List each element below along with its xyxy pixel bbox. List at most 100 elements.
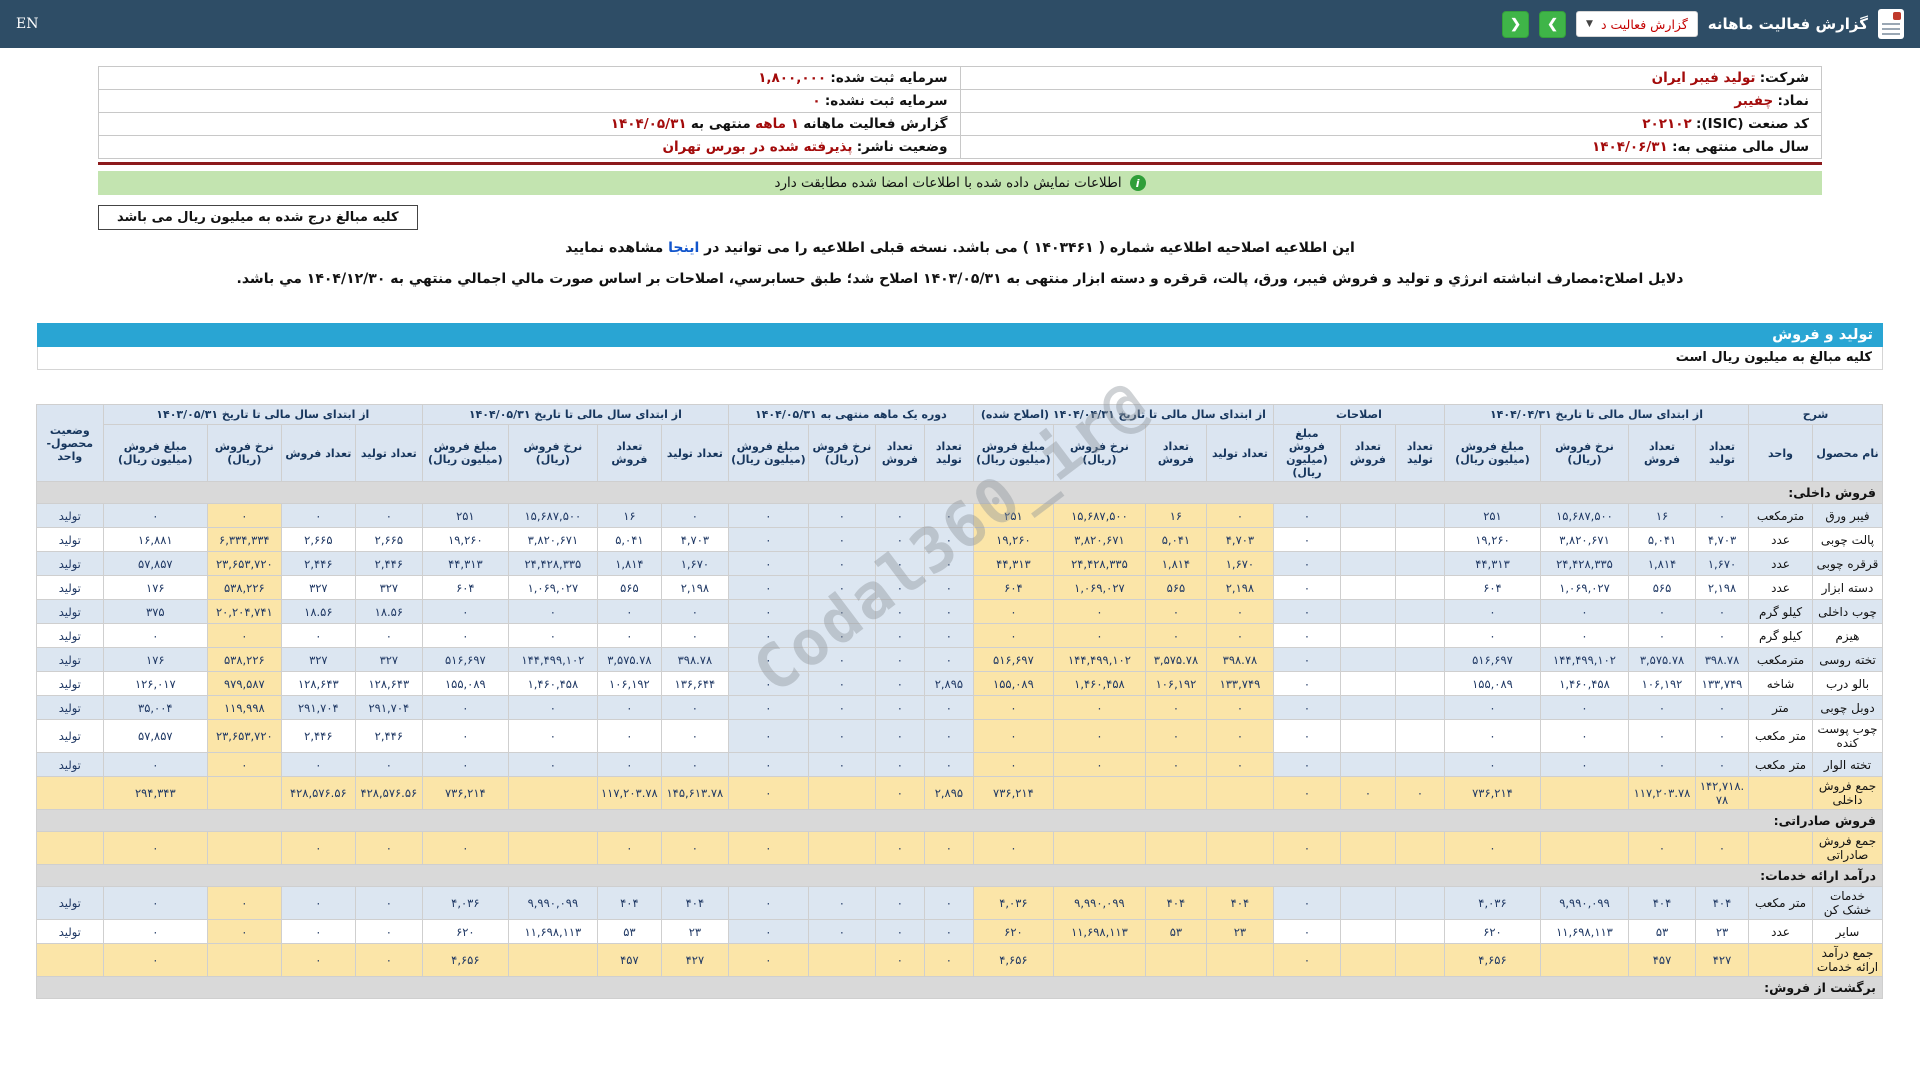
value-cell: ۰ xyxy=(206,503,282,528)
value-cell: ۰ xyxy=(1052,752,1146,777)
value-cell: ۰ xyxy=(923,919,974,944)
value-cell xyxy=(507,831,598,865)
sub-header: تعداد تولید xyxy=(1394,424,1445,482)
value-cell: ۲,۸۹۵ xyxy=(923,671,974,696)
product-row: چوب داخلی کیلو گرم ۰ ۰ ۰ ۰ ۰ ۰ ۰ ۰ ۰ ۰ ۰ ۰ ۰ ۰ ۰ ۰ ۰ ۱۸.۵۶ ۱… xyxy=(35,599,1883,624)
value-cell: ۰ xyxy=(1695,752,1749,777)
isic-label: کد صنعت (ISIC): xyxy=(1696,116,1809,132)
value-cell: ۱۲۸,۶۴۳ xyxy=(354,671,423,696)
value-cell: ۰ xyxy=(1272,671,1341,696)
value-cell: ۵۳۸,۲۲۶ xyxy=(206,575,282,600)
previous-version-link[interactable]: اینجا xyxy=(668,240,700,256)
section-row: برگشت از فروش: xyxy=(35,976,1884,999)
value-cell xyxy=(1144,831,1207,865)
value-cell: ۰ xyxy=(1443,719,1542,753)
value-cell: ۰ xyxy=(727,776,809,810)
value-cell: ۳۵,۰۰۴ xyxy=(102,695,208,720)
product-name-cell: هیزم xyxy=(1812,623,1883,648)
unit-cell: مترمکعب xyxy=(1748,647,1813,672)
value-cell: ۰ xyxy=(1272,919,1341,944)
value-cell: ۰ xyxy=(807,503,876,528)
value-cell: ۰ xyxy=(1272,886,1341,920)
value-cell: ۰ xyxy=(923,752,974,777)
value-cell xyxy=(1205,943,1274,977)
million-note-box: کلیه مبالغ درج شده به میلیون ریال می باش… xyxy=(98,205,418,230)
value-cell: ۲,۱۹۸ xyxy=(1695,575,1749,600)
sub-header: تعداد فروش xyxy=(1628,424,1696,482)
sub-header: مبلغ فروش (میلیون ریال) xyxy=(1443,424,1542,482)
value-cell: ۰ xyxy=(660,503,729,528)
value-cell: ۴,۷۰۳ xyxy=(660,527,729,552)
value-cell: ۰ xyxy=(874,503,925,528)
value-cell xyxy=(1205,831,1274,865)
unit-cell xyxy=(1748,943,1813,977)
prev-report-button[interactable]: ❮ xyxy=(1502,10,1530,38)
value-cell: ۱۵,۶۸۷,۵۰۰ xyxy=(1540,503,1629,528)
value-cell: ۱۹,۲۶۰ xyxy=(421,527,509,552)
value-cell: ۰ xyxy=(1144,623,1207,648)
value-cell xyxy=(1339,623,1396,648)
product-name-cell: سایر xyxy=(1812,919,1883,944)
value-cell: ۰ xyxy=(102,919,208,944)
value-cell xyxy=(206,776,282,810)
product-row: سایر عدد ۲۳ ۵۳ ۱۱,۶۹۸,۱۱۳ ۶۲۰ ۰ ۲۳ ۵۳ ۱۱,۶۹۸,۱۱۳ ۶… xyxy=(35,919,1883,944)
value-cell: ۳,۸۲۰,۶۷۱ xyxy=(1540,527,1629,552)
section-label: درآمد ارائه خدمات: xyxy=(35,864,1884,887)
value-cell: ۰ xyxy=(354,919,423,944)
value-cell: ۳۹۸.۷۸ xyxy=(1695,647,1749,672)
value-cell: ۳۷۵ xyxy=(102,599,208,624)
value-cell: ۱۶ xyxy=(1144,503,1207,528)
isic-cell: کد صنعت (ISIC): ۲۰۲۱۰۲ xyxy=(959,112,1822,136)
report-type-dropdown[interactable]: گزارش فعالیت د ▼ xyxy=(1576,11,1698,37)
value-cell: ۰ xyxy=(1695,831,1749,865)
value-cell: ۰ xyxy=(660,599,729,624)
value-cell: ۰ xyxy=(206,886,282,920)
sub-header: تعداد فروش xyxy=(596,424,662,482)
product-name-cell: جمع درآمد ارائه خدمات xyxy=(1812,943,1883,977)
value-cell: ۰ xyxy=(421,695,509,720)
chevron-down-icon: ▼ xyxy=(1586,19,1593,29)
value-cell: ۱,۸۱۴ xyxy=(1144,551,1207,576)
value-cell xyxy=(1394,671,1445,696)
value-cell: ۰ xyxy=(1272,695,1341,720)
sub-header: تعداد فروش xyxy=(1339,424,1396,482)
company-value: تولید فیبر ایران xyxy=(1651,70,1756,86)
status-cell xyxy=(35,831,104,865)
value-cell: ۰ xyxy=(1272,647,1341,672)
registered-capital-cell: سرمایه ثبت شده: ۱,۸۰۰,۰۰۰ xyxy=(98,66,961,90)
amendment-text-after: مشاهده نمایید xyxy=(565,240,664,256)
status-cell xyxy=(35,943,104,977)
value-cell: ۲,۱۹۸ xyxy=(1205,575,1274,600)
value-cell: ۰ xyxy=(102,503,208,528)
value-cell: ۰ xyxy=(874,695,925,720)
language-en-link[interactable]: EN xyxy=(16,16,39,32)
value-cell: ۰ xyxy=(874,647,925,672)
info-row: نماد: چفیبر سرمایه ثبت نشده: ۰ xyxy=(98,89,1822,113)
value-cell: ۰ xyxy=(1052,695,1146,720)
value-cell: ۶۰۴ xyxy=(972,575,1054,600)
value-cell: ۰ xyxy=(1695,599,1749,624)
value-cell: ۴۴,۳۱۳ xyxy=(1443,551,1542,576)
sub-header: تعداد فروش xyxy=(280,424,356,482)
value-cell: ۴۰۴ xyxy=(596,886,662,920)
value-cell: ۰ xyxy=(280,831,356,865)
unit-cell: عدد xyxy=(1748,527,1813,552)
value-cell: ۷۳۶,۲۱۴ xyxy=(972,776,1054,810)
value-cell xyxy=(1394,575,1445,600)
value-cell: ۹,۹۹۰,۰۹۹ xyxy=(507,886,598,920)
value-cell: ۱۵,۶۸۷,۵۰۰ xyxy=(1052,503,1146,528)
value-cell: ۰ xyxy=(874,886,925,920)
status-cell: تولید xyxy=(35,551,104,576)
value-cell: ۰ xyxy=(807,719,876,753)
value-cell: ۱,۴۶۰,۴۵۸ xyxy=(1052,671,1146,696)
unit-cell: متر xyxy=(1748,695,1813,720)
value-cell: ۱۴۴,۴۹۹,۱۰۲ xyxy=(507,647,598,672)
value-cell: ۰ xyxy=(807,623,876,648)
value-cell: ۴۴,۳۱۳ xyxy=(421,551,509,576)
value-cell: ۰ xyxy=(923,886,974,920)
value-cell: ۰ xyxy=(1443,623,1542,648)
total-row: جمع درآمد ارائه خدمات ۴۲۷ ۴۵۷ ۴,۶۵۶ ۰ ۴,۶۵۶ ۰ ۰… xyxy=(35,943,1883,977)
next-report-button[interactable]: ❯ xyxy=(1539,10,1567,38)
value-cell: ۰ xyxy=(923,943,974,977)
report-period-cell: گزارش فعالیت ماهانه ۱ ماهه منتهی به ۱۴۰۴… xyxy=(98,112,961,136)
